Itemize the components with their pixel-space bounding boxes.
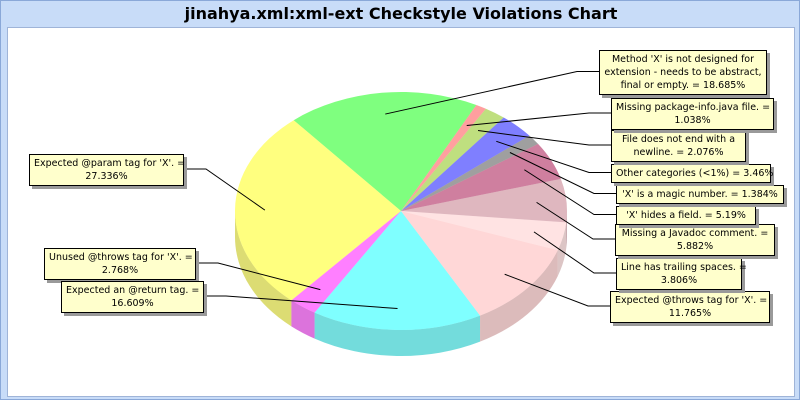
leader-line-7 — [524, 169, 616, 215]
pie-side-3 — [314, 312, 481, 356]
pie-slice-2[interactable] — [291, 211, 401, 313]
leader-line-4 — [504, 273, 610, 307]
slice-label-11: Missing package-info.java file. = 1.038% — [611, 98, 774, 130]
pie-slice-9[interactable] — [401, 117, 530, 211]
slice-label-7: 'X' hides a field. = 5.19% — [616, 206, 756, 225]
pie-side-6 — [566, 211, 567, 249]
pie-slice-3[interactable] — [314, 211, 481, 330]
pie-slice-1[interactable] — [234, 120, 401, 301]
pie-slice-4[interactable] — [401, 211, 558, 316]
slice-label-1: Expected @param tag for 'X'. = 27.336% — [29, 154, 185, 186]
slice-label-4: Expected @throws tag for 'X'. = 11.765% — [610, 291, 770, 323]
pie-slice-0[interactable] — [293, 92, 477, 211]
slice-label-2: Unused @throws tag for 'X'. = 2.768% — [44, 248, 196, 280]
leader-line-0 — [385, 71, 599, 115]
leader-line-11 — [466, 112, 611, 127]
slice-label-3: Expected an @return tag. = 16.609% — [61, 281, 204, 313]
leader-line-2 — [196, 262, 321, 291]
leader-line-5 — [533, 231, 616, 274]
slice-label-10: File does not end with a newline. = 2.076… — [611, 130, 746, 162]
slice-label-9: Other categories (<1%) = 3.46% — [611, 164, 773, 183]
plot-area: Method 'X' is not designed for extension … — [7, 27, 795, 397]
pie-slice-6[interactable] — [401, 178, 567, 223]
slice-label-0: Method 'X' is not designed for extension … — [599, 50, 767, 95]
slice-label-8: 'X' is a magic number. = 1.384% — [616, 185, 784, 204]
pie-slice-5[interactable] — [401, 211, 567, 251]
leader-line-9 — [496, 140, 611, 173]
pie-slice-11[interactable] — [401, 104, 486, 211]
pie-slice-8[interactable] — [401, 135, 539, 211]
pie-side-5 — [557, 222, 567, 277]
leader-line-10 — [477, 130, 611, 146]
leader-line-1 — [184, 168, 266, 211]
pie-side-2 — [291, 300, 315, 339]
pie-side-4 — [480, 250, 558, 342]
pie-chart — [184, 71, 616, 356]
leader-line-3 — [204, 295, 398, 310]
pie-slice-10[interactable] — [401, 108, 504, 211]
slice-label-6: Missing a Javadoc comment. = 5.882% — [615, 224, 775, 256]
leader-line-8 — [509, 152, 616, 194]
pie-side-1 — [235, 211, 292, 327]
chart-title: jinahya.xml:xml-ext Checkstyle Violation… — [184, 4, 618, 23]
pie-slice-7[interactable] — [401, 143, 561, 211]
slice-label-5: Line has trailing spaces. = 3.806% — [616, 258, 747, 290]
leader-line-6 — [536, 201, 615, 240]
